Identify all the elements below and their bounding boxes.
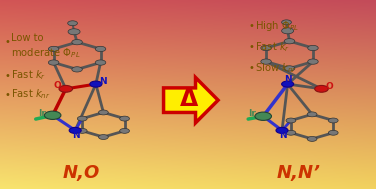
Circle shape xyxy=(255,112,271,120)
Circle shape xyxy=(307,112,317,117)
Text: O: O xyxy=(54,81,61,91)
Circle shape xyxy=(328,118,338,123)
Circle shape xyxy=(261,45,271,51)
Circle shape xyxy=(77,129,87,133)
Text: Slow $k_{nr}$: Slow $k_{nr}$ xyxy=(255,61,297,75)
Text: N: N xyxy=(279,131,287,140)
Circle shape xyxy=(49,60,59,65)
Circle shape xyxy=(72,40,82,45)
Text: N: N xyxy=(99,77,106,86)
Text: Fast $k_r$: Fast $k_r$ xyxy=(11,69,47,83)
Text: N: N xyxy=(73,131,80,140)
Circle shape xyxy=(308,59,318,64)
Circle shape xyxy=(90,81,102,87)
Text: Ir: Ir xyxy=(248,109,256,118)
Circle shape xyxy=(44,111,61,119)
Text: Fast $k_{nr}$: Fast $k_{nr}$ xyxy=(11,88,51,101)
Circle shape xyxy=(120,129,129,133)
Text: Low to: Low to xyxy=(11,33,44,43)
Circle shape xyxy=(120,116,129,121)
Circle shape xyxy=(49,46,59,52)
Text: •: • xyxy=(248,22,254,31)
Circle shape xyxy=(286,118,296,123)
Circle shape xyxy=(308,45,318,51)
Circle shape xyxy=(261,59,271,64)
Circle shape xyxy=(328,130,338,135)
Text: O: O xyxy=(326,82,334,91)
Circle shape xyxy=(315,85,328,92)
Text: N,N’: N,N’ xyxy=(277,164,321,182)
Circle shape xyxy=(282,20,291,25)
Circle shape xyxy=(276,127,288,133)
Circle shape xyxy=(286,130,296,135)
Text: Fast $k_r$: Fast $k_r$ xyxy=(255,40,290,54)
Text: High $\Phi_{PL}$: High $\Phi_{PL}$ xyxy=(255,19,299,33)
Text: Ir: Ir xyxy=(38,108,46,118)
Text: •: • xyxy=(5,71,11,81)
Text: •: • xyxy=(5,37,11,46)
Circle shape xyxy=(68,21,77,26)
Circle shape xyxy=(72,67,82,72)
FancyArrow shape xyxy=(164,77,218,123)
Text: N: N xyxy=(284,75,291,84)
Circle shape xyxy=(99,135,108,139)
Text: •: • xyxy=(248,63,254,73)
Circle shape xyxy=(59,85,73,92)
Text: N,O: N,O xyxy=(62,164,100,182)
Circle shape xyxy=(284,66,295,71)
Circle shape xyxy=(77,116,87,121)
Text: moderate $\Phi_{PL}$: moderate $\Phi_{PL}$ xyxy=(11,46,81,60)
Text: •: • xyxy=(5,90,11,99)
Circle shape xyxy=(95,46,106,52)
Circle shape xyxy=(282,81,294,87)
Circle shape xyxy=(95,60,106,65)
Circle shape xyxy=(68,29,80,35)
Text: •: • xyxy=(248,42,254,52)
Circle shape xyxy=(284,39,295,44)
Text: Δ: Δ xyxy=(180,87,198,111)
Circle shape xyxy=(99,110,108,115)
Circle shape xyxy=(282,28,294,34)
Circle shape xyxy=(69,127,81,133)
Circle shape xyxy=(307,136,317,141)
